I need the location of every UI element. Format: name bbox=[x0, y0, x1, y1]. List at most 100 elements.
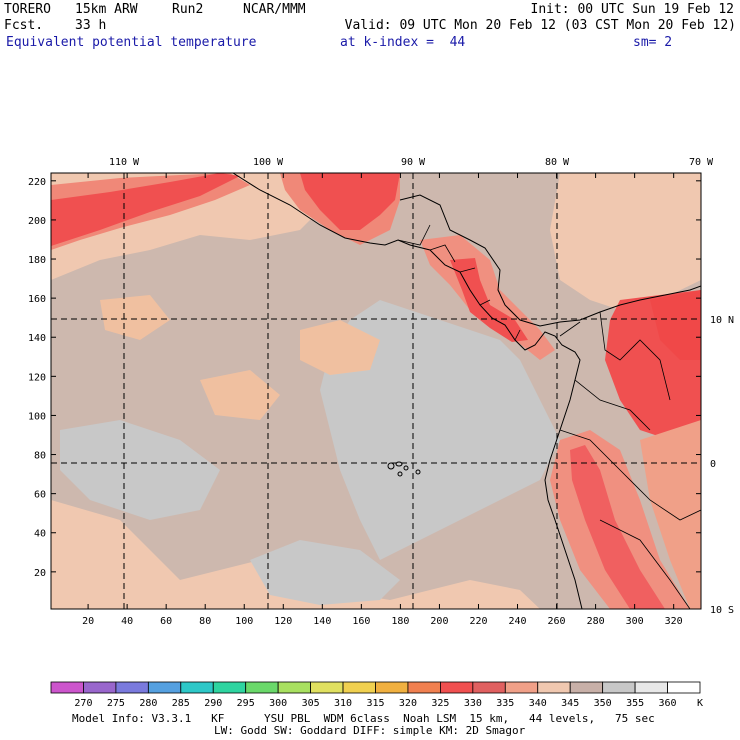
map-frame bbox=[50, 172, 702, 610]
bottom-tick-label: 220 bbox=[469, 616, 487, 627]
colorbar-swatch bbox=[50, 681, 84, 694]
colorbar-swatch bbox=[375, 681, 409, 694]
bottom-tick-label: 80 bbox=[199, 616, 211, 627]
colorbar-swatch bbox=[245, 681, 279, 694]
left-tick-label: 100 bbox=[28, 411, 46, 422]
smoothing-label: sm= 2 bbox=[633, 35, 673, 50]
left-tick-label: 20 bbox=[34, 568, 46, 579]
colorbar-label: 300 bbox=[269, 698, 287, 709]
colorbar-label: 360 bbox=[659, 698, 677, 709]
bottom-tick-label: 100 bbox=[235, 616, 253, 627]
field-gray-center bbox=[320, 300, 560, 560]
colorbar-label: 345 bbox=[561, 698, 579, 709]
bottom-tick-label: 160 bbox=[352, 616, 370, 627]
run-label: Run2 bbox=[172, 2, 204, 17]
map-axes: 220 200 180 160 140 120 100 80 60 40 20 20 40 60 80 100… bbox=[28, 157, 734, 627]
left-tick-label: 140 bbox=[28, 333, 46, 344]
colorbar-swatch bbox=[407, 681, 441, 694]
colorbar-label: 275 bbox=[107, 698, 125, 709]
latitude-label: 10 N bbox=[710, 315, 734, 326]
left-tick-label: 120 bbox=[28, 372, 46, 383]
coastline-americas bbox=[232, 173, 583, 609]
colorbar-swatch bbox=[180, 681, 214, 694]
field-name: Equivalent potential temperature bbox=[6, 35, 257, 50]
left-tick-label: 40 bbox=[34, 529, 46, 540]
field-hot-costa-rica bbox=[450, 258, 528, 342]
colorbar-label: 355 bbox=[626, 698, 644, 709]
valid-time: Valid: 09 UTC Mon 20 Feb 12 (03 CST Mon … bbox=[344, 18, 736, 33]
colorbar-swatch bbox=[342, 681, 376, 694]
colorbar-swatch bbox=[569, 681, 604, 694]
latitude-label: 10 S bbox=[710, 605, 734, 616]
latitude-label: 0 bbox=[710, 459, 716, 470]
bottom-tick-label: 40 bbox=[121, 616, 133, 627]
longitude-label: 70 W bbox=[689, 157, 714, 168]
bottom-tick-label: 20 bbox=[82, 616, 94, 627]
colorbar: 270 275 280 285 290 295 300 305 310 315 320 325 330 3… bbox=[50, 681, 703, 709]
lat-lon-gridlines bbox=[51, 173, 701, 609]
borders-central-america bbox=[397, 224, 701, 609]
colorbar-swatch bbox=[504, 681, 539, 694]
equivalent-potential-temperature-field bbox=[51, 173, 701, 609]
colorbar-swatch bbox=[667, 681, 701, 694]
field-warm-patch-3 bbox=[100, 295, 170, 340]
longitude-label: 110 W bbox=[109, 157, 140, 168]
field-gray-south bbox=[250, 540, 400, 605]
colorbar-unit: K bbox=[697, 698, 703, 709]
physics-info-line: LW: Godd SW: Goddard DIFF: simple KM: 2D… bbox=[214, 724, 526, 737]
left-tick-label: 200 bbox=[28, 216, 46, 227]
colorbar-label: 315 bbox=[366, 698, 384, 709]
colorbar-label: 280 bbox=[139, 698, 157, 709]
bottom-tick-label: 60 bbox=[160, 616, 172, 627]
colorbar-label: 270 bbox=[74, 698, 92, 709]
model-resolution: 15km ARW bbox=[75, 2, 138, 17]
field-hot-mexico bbox=[300, 173, 400, 230]
left-tick-label: 220 bbox=[28, 177, 46, 188]
bottom-tick-label: 180 bbox=[391, 616, 409, 627]
colorbar-label: 290 bbox=[204, 698, 222, 709]
field-warm-patch-1 bbox=[300, 320, 380, 375]
field-hot-nw bbox=[51, 173, 240, 246]
model-info-line: Model Info: V3.3.1 KF YSU PBL WDM 6class… bbox=[72, 712, 655, 725]
forecast-hour: 33 h bbox=[75, 18, 107, 33]
model-name: TORERO bbox=[4, 2, 51, 17]
colorbar-swatch bbox=[537, 681, 571, 694]
longitude-label: 100 W bbox=[253, 157, 284, 168]
colorbar-swatch bbox=[602, 681, 636, 694]
bottom-tick-label: 200 bbox=[430, 616, 448, 627]
field-light-east bbox=[550, 173, 701, 310]
colorbar-swatch bbox=[310, 681, 344, 694]
colorbar-label: 330 bbox=[464, 698, 482, 709]
org-label: NCAR/MMM bbox=[243, 2, 306, 17]
left-tick-label: 60 bbox=[34, 490, 46, 501]
field-hot-venezuela bbox=[650, 290, 701, 360]
left-tick-label: 160 bbox=[28, 294, 46, 305]
bottom-tick-label: 140 bbox=[313, 616, 331, 627]
galapagos-islands bbox=[387, 461, 421, 477]
left-tick-label: 80 bbox=[34, 451, 46, 462]
left-tick-label: 180 bbox=[28, 255, 46, 266]
bottom-tick-label: 260 bbox=[548, 616, 566, 627]
level-index: at k-index = 44 bbox=[340, 35, 466, 50]
field-warm-amazon bbox=[640, 420, 701, 609]
longitude-label: 80 W bbox=[545, 157, 570, 168]
bottom-tick-label: 300 bbox=[626, 616, 644, 627]
bottom-tick-label: 320 bbox=[665, 616, 683, 627]
colorbar-swatch bbox=[634, 681, 668, 694]
colorbar-label: 340 bbox=[529, 698, 547, 709]
colorbar-swatch bbox=[439, 681, 474, 694]
colorbar-swatch bbox=[83, 681, 117, 694]
colorbar-label: 285 bbox=[172, 698, 190, 709]
init-time: Init: 00 UTC Sun 19 Feb 12 bbox=[530, 2, 735, 17]
bottom-tick-label: 280 bbox=[587, 616, 605, 627]
colorbar-label: 325 bbox=[431, 698, 449, 709]
field-hot-andes bbox=[570, 445, 665, 609]
bottom-tick-label: 240 bbox=[508, 616, 526, 627]
colorbar-swatch bbox=[115, 681, 149, 694]
colorbar-swatch bbox=[212, 681, 247, 694]
field-gray-west bbox=[60, 420, 220, 520]
field-light-south bbox=[51, 500, 540, 609]
colorbar-label: 335 bbox=[496, 698, 514, 709]
bottom-tick-label: 120 bbox=[274, 616, 292, 627]
